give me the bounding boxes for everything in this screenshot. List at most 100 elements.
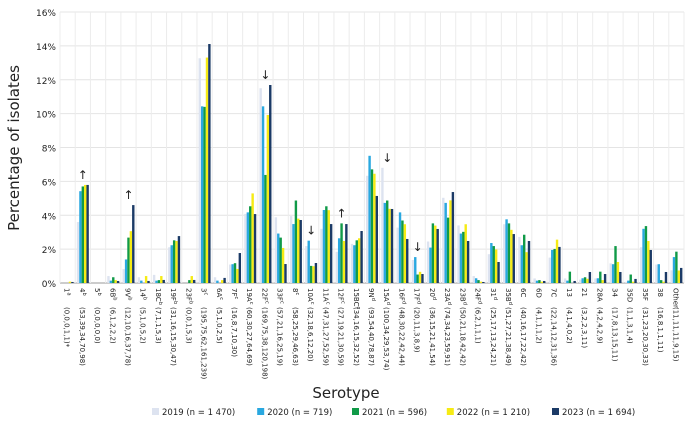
bar — [116, 280, 120, 283]
bar — [261, 106, 265, 283]
bar — [548, 257, 552, 283]
bar — [107, 276, 110, 283]
bar — [396, 227, 399, 283]
bar — [555, 239, 559, 283]
bar — [337, 238, 341, 283]
bar — [655, 264, 658, 283]
x-tick-label: 31d — [489, 288, 498, 300]
bar — [642, 228, 645, 283]
bar — [421, 274, 424, 283]
x-tick-label: 21 — [580, 288, 588, 297]
legend-swatch — [446, 408, 454, 415]
bar — [279, 237, 282, 283]
bar — [418, 271, 422, 283]
bar — [446, 217, 450, 283]
bar — [216, 280, 219, 283]
bar — [320, 228, 323, 283]
bar — [627, 280, 630, 283]
y-tick-label: 14% — [36, 43, 56, 53]
bar — [403, 224, 407, 283]
bar — [340, 223, 343, 283]
trend-arrow: ↑ — [337, 206, 347, 220]
gridlines — [59, 11, 685, 284]
bar — [284, 264, 287, 283]
bar — [601, 280, 604, 283]
bar — [510, 229, 513, 283]
bar — [388, 208, 391, 283]
bar — [429, 247, 432, 283]
bar — [381, 167, 384, 283]
bar — [355, 240, 358, 283]
bar — [679, 267, 683, 283]
bar — [203, 106, 206, 283]
bar — [634, 278, 637, 283]
x-axis-title: Serotype — [312, 384, 379, 402]
bar — [297, 218, 300, 283]
x-tick-label: 17Fd — [413, 288, 422, 304]
x-tick-label: 5b — [93, 288, 102, 296]
x-count-label: (5,1,0,5,2) — [139, 307, 147, 344]
x-count-label: (93,54,40,78,87) — [367, 307, 375, 366]
x-tick-label: 19Fb — [169, 288, 178, 304]
legend-label: 2019 (n = 1 470) — [162, 408, 235, 418]
bar — [649, 249, 652, 283]
x-count-label: (40,16,17,22,42) — [519, 307, 527, 366]
x-count-label: (22,14,12,31,36) — [550, 307, 558, 366]
bar — [558, 246, 561, 283]
x-count-label: (47,31,27,52,59) — [321, 307, 329, 366]
bar — [342, 240, 346, 283]
x-count-label: (36,15,21,41,54) — [428, 307, 436, 366]
x-tick-label: 35Bd — [504, 288, 513, 305]
legend-swatch — [152, 408, 159, 415]
bar — [353, 245, 356, 283]
bar — [664, 271, 668, 283]
bar — [657, 264, 660, 283]
x-count-label: (60,30,27,64,69) — [245, 307, 253, 366]
x-count-label: (5,1,0,2,5) — [215, 307, 223, 344]
bar — [398, 212, 402, 283]
x-tick-label: 15BCc — [352, 288, 361, 309]
bar — [490, 243, 493, 283]
bar — [375, 195, 378, 283]
trend-arrow: ↑ — [123, 188, 133, 202]
x-tick-label: 9Nd — [367, 288, 376, 301]
x-tick-label: 14b — [139, 288, 148, 300]
bar — [614, 246, 617, 283]
x-count-label: (53,39,34,70,98) — [78, 307, 86, 366]
trend-arrow: ↓ — [382, 151, 392, 165]
bar — [213, 277, 217, 283]
x-count-label: (4,2,4,2,9) — [595, 307, 603, 344]
bar — [86, 184, 89, 283]
bar — [307, 240, 310, 283]
x-count-label: (34,16,15,32,52) — [352, 307, 360, 366]
y-tick-label: 0% — [42, 280, 57, 290]
x-tick-label: 15Ad — [382, 288, 391, 305]
bar — [527, 240, 531, 283]
bar — [677, 270, 680, 283]
bar — [414, 257, 417, 283]
bar — [538, 280, 541, 283]
x-count-label: (48,30,22,42,44) — [397, 307, 405, 366]
bar — [322, 209, 326, 283]
y-axis-ticks: 0% 2% 4% 6% 8% 10% 12% 14% 16% — [36, 9, 56, 290]
bar — [659, 280, 663, 283]
bar — [616, 261, 620, 283]
bar — [246, 212, 250, 283]
bar — [281, 247, 285, 283]
bar — [383, 202, 387, 283]
y-tick-label: 12% — [36, 77, 56, 87]
bar — [581, 278, 584, 283]
bar — [357, 238, 361, 283]
bar — [619, 271, 622, 283]
bar — [487, 254, 491, 283]
bar — [147, 280, 150, 283]
x-tick-label: 18Cb — [154, 288, 163, 305]
bar — [647, 240, 650, 283]
x-count-label: (32,18,6,12,20) — [306, 307, 314, 362]
bar — [305, 246, 308, 283]
bar — [144, 276, 148, 283]
bar — [512, 234, 515, 283]
bar — [299, 219, 302, 283]
bar — [76, 222, 80, 283]
